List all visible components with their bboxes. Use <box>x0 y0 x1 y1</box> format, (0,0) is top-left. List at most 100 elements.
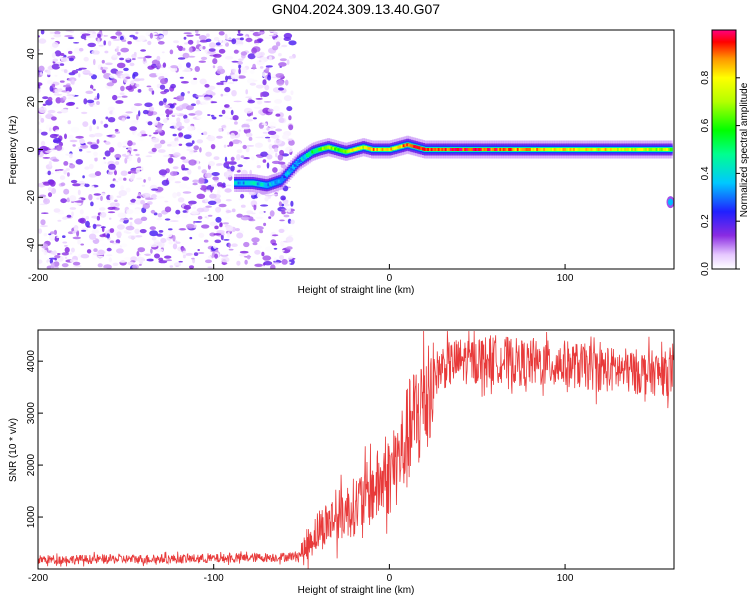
signal-trace-segment <box>432 148 436 151</box>
signal-trace-segment <box>378 148 381 151</box>
colorbar-gradient <box>712 30 736 269</box>
noise-speckle <box>224 33 228 40</box>
signal-trace-segment <box>376 148 380 151</box>
noise-speckle <box>256 192 261 198</box>
noise-speckle <box>99 207 106 211</box>
noise-speckle <box>213 233 222 236</box>
noise-speckle <box>255 136 264 139</box>
noise-speckle <box>65 85 72 93</box>
noise-speckle <box>196 207 205 213</box>
noise-speckle <box>140 216 148 221</box>
noise-speckle <box>59 80 65 83</box>
signal-trace-segment <box>569 148 573 151</box>
noise-speckle <box>256 59 265 66</box>
noise-speckle <box>96 139 100 144</box>
noise-speckle <box>70 247 75 253</box>
noise-speckle <box>246 78 256 84</box>
noise-speckle <box>229 141 234 147</box>
noise-speckle <box>39 145 49 152</box>
noise-speckle <box>67 120 72 125</box>
noise-speckle <box>153 132 159 135</box>
snr-x-axis: -200 -100 0 100 <box>28 564 574 584</box>
noise-speckle <box>271 160 281 164</box>
signal-trace-segment <box>314 149 318 153</box>
signal-trace-segment <box>346 149 350 153</box>
noise-speckle <box>247 53 256 60</box>
noise-speckle <box>215 216 222 223</box>
snr-y-tick-label: 4000 <box>26 350 37 373</box>
noise-speckle <box>111 78 118 84</box>
signal-trace-segment <box>471 148 475 151</box>
noise-speckle <box>257 38 264 42</box>
signal-trace-segment <box>550 148 554 151</box>
noise-speckle <box>154 34 160 37</box>
noise-speckle <box>39 194 46 198</box>
noise-speckle <box>172 192 178 199</box>
noise-speckle <box>224 156 228 163</box>
noise-speckle <box>170 83 177 89</box>
signal-trace-segment <box>450 148 454 151</box>
noise-speckle <box>97 263 103 268</box>
noise-speckle <box>185 142 193 147</box>
signal-trace-segment <box>357 147 360 150</box>
noise-speckle <box>192 206 197 210</box>
signal-trace-segment <box>304 155 308 159</box>
noise-speckle <box>280 241 285 248</box>
noise-speckle <box>218 114 223 117</box>
signal-trace-segment <box>479 148 483 151</box>
noise-speckle <box>211 172 220 176</box>
noise-speckle <box>104 50 109 54</box>
noise-speckle <box>178 260 183 263</box>
noise-speckle <box>225 184 232 187</box>
noise-speckle <box>69 207 77 210</box>
noise-speckle <box>115 239 121 244</box>
signal-trace-segment <box>436 148 439 151</box>
signal-trace-segment <box>634 148 638 151</box>
noise-speckle <box>179 125 185 129</box>
colorbar-ticks: 0.0 0.2 0.4 0.6 0.8 <box>700 70 740 276</box>
snr-frame <box>37 329 675 570</box>
signal-trace-segment <box>655 148 659 151</box>
noise-speckle <box>144 253 151 256</box>
noise-speckle <box>281 44 288 48</box>
noise-speckle <box>232 68 236 73</box>
noise-speckle <box>91 74 97 80</box>
noise-speckle <box>231 38 237 45</box>
signal-trace-segment <box>425 148 429 151</box>
signal-trace-segment <box>588 148 592 151</box>
noise-speckle <box>230 165 236 172</box>
noise-speckle <box>178 143 183 146</box>
noise-speckle <box>212 176 219 181</box>
noise-speckle <box>189 203 193 206</box>
noise-speckle <box>158 169 167 176</box>
noise-speckle <box>49 234 55 241</box>
noise-speckle <box>265 246 273 252</box>
signal-trace-segment <box>381 148 385 151</box>
noise-speckle <box>93 88 96 91</box>
noise-speckle <box>175 209 181 215</box>
noise-speckle <box>283 214 290 218</box>
noise-speckle <box>80 254 90 259</box>
signal-trace-segment <box>467 148 471 151</box>
noise-speckle <box>288 259 295 265</box>
signal-trace-segment <box>341 149 345 153</box>
noise-speckle <box>119 219 124 222</box>
noise-speckle <box>118 190 128 197</box>
noise-speckle <box>273 257 277 262</box>
noise-speckle <box>237 75 246 79</box>
noise-speckle <box>51 116 57 121</box>
noise-speckle <box>267 138 271 143</box>
noise-speckle <box>135 186 143 192</box>
noise-speckle <box>274 139 282 145</box>
noise-speckle <box>81 111 88 115</box>
signal-trace-segment <box>544 148 548 151</box>
noise-speckle <box>66 214 72 218</box>
noise-speckle <box>86 151 92 153</box>
noise-speckle <box>208 42 216 48</box>
signal-trace-segment <box>532 148 536 151</box>
signal-trace-segment <box>246 181 250 185</box>
noise-speckle <box>223 81 227 85</box>
noise-speckle <box>268 121 277 129</box>
noise-speckle <box>206 33 210 38</box>
noise-speckle <box>238 68 241 75</box>
